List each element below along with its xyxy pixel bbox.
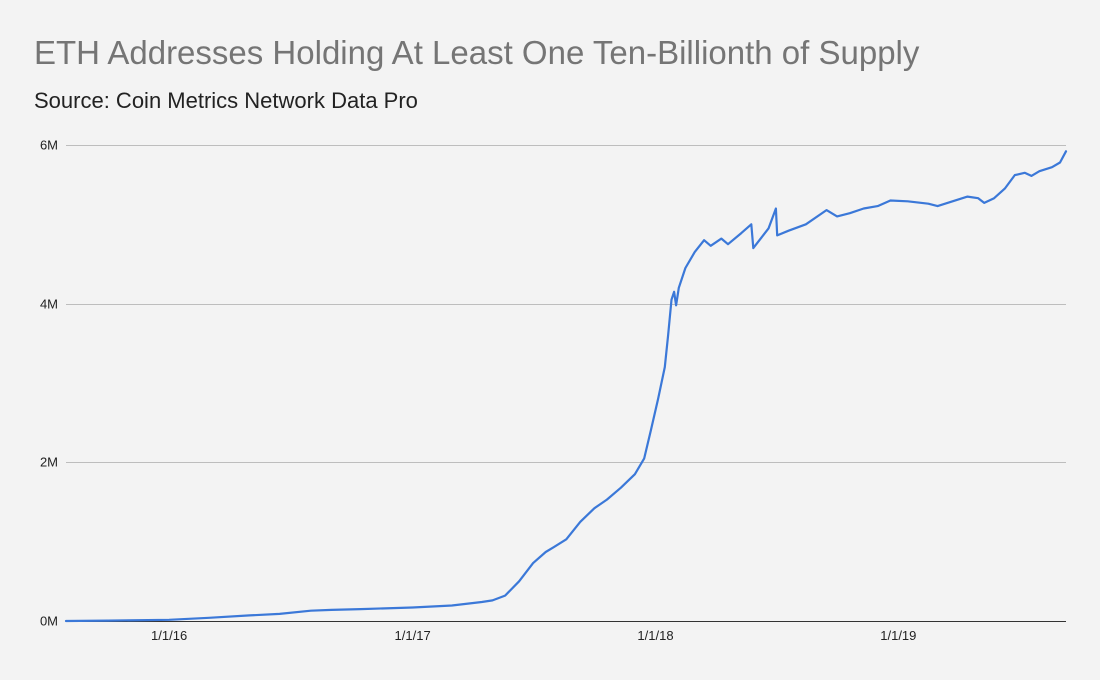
series-layer	[64, 150, 1068, 623]
y-tick-label: 0M	[40, 614, 58, 629]
x-axis-ticks: 1/1/16 1/1/17 1/1/18 1/1/19	[151, 628, 916, 643]
x-tick-label: 1/1/17	[395, 628, 431, 643]
gridlines	[66, 145, 1066, 622]
y-tick-label: 2M	[40, 455, 58, 470]
y-tick-label: 6M	[40, 138, 58, 153]
y-tick-label: 4M	[40, 297, 58, 312]
x-tick-label: 1/1/16	[151, 628, 187, 643]
chart-subtitle: Source: Coin Metrics Network Data Pro	[34, 88, 418, 113]
x-tick-label: 1/1/18	[637, 628, 673, 643]
x-tick-label: 1/1/19	[880, 628, 916, 643]
y-axis-ticks: 0M 2M 4M 6M	[40, 138, 58, 629]
chart-title: ETH Addresses Holding At Least One Ten-B…	[34, 34, 920, 71]
series-line-0	[64, 150, 1068, 623]
